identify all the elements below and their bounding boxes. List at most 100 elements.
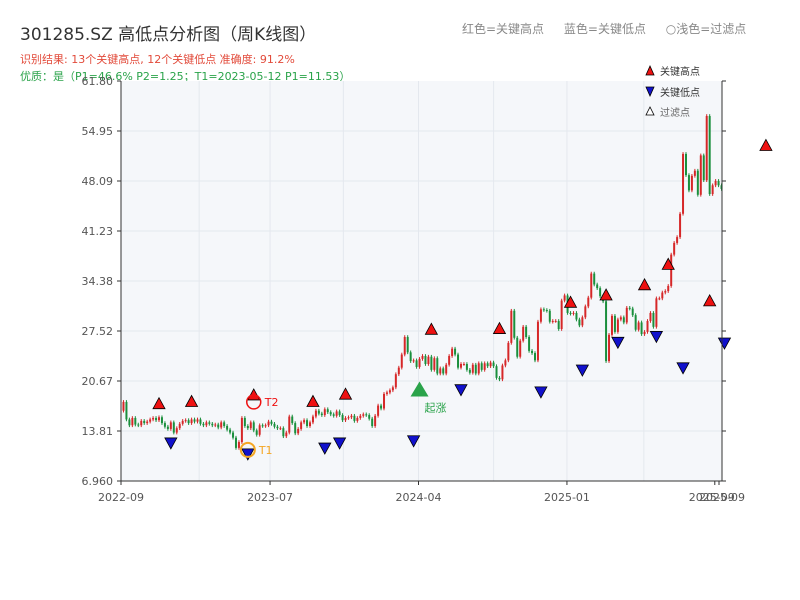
candle-body: [291, 416, 294, 424]
candle-body: [652, 312, 655, 327]
candle-body: [640, 322, 643, 335]
candle-body: [199, 419, 202, 424]
candle-body: [459, 364, 462, 368]
candle-body: [202, 423, 205, 426]
x-tick-label: 2025-09: [689, 491, 735, 504]
candle-body: [702, 155, 705, 181]
x-tick-label: 2023-07: [247, 491, 293, 504]
candle-body: [676, 237, 679, 243]
candle-body: [439, 368, 442, 374]
key-high-marker: [637, 277, 652, 291]
candle-body: [362, 414, 365, 416]
candle-body: [406, 337, 409, 353]
candle-body: [149, 419, 152, 422]
y-tick-label: 6.960: [82, 475, 114, 488]
candle-body: [128, 419, 131, 426]
candle-body: [273, 423, 276, 427]
candle-body: [374, 415, 377, 427]
candle-body: [403, 337, 406, 355]
candle-body: [584, 306, 587, 318]
legend-low-label: 关键低点: [660, 86, 700, 99]
y-tick-label: 20.67: [82, 375, 114, 388]
legend-high-label: 关键高点: [660, 65, 700, 78]
candle-body: [442, 368, 445, 374]
candle-body: [187, 420, 190, 424]
key-high-marker: [152, 396, 166, 410]
candle-body: [528, 337, 531, 351]
grid-lines: [121, 81, 722, 481]
candle-body: [542, 309, 545, 311]
candle-body: [679, 213, 682, 238]
candle-body: [705, 116, 708, 181]
candle-body: [711, 185, 714, 195]
candle-body: [279, 428, 282, 430]
candle-body: [394, 374, 397, 388]
candle-body: [140, 420, 143, 426]
candle-body: [454, 348, 457, 355]
key-low-marker: [717, 337, 732, 350]
candle-body: [326, 409, 329, 413]
candle-body: [335, 411, 338, 416]
candle-body: [699, 155, 702, 195]
candle-body: [418, 358, 421, 367]
candle-body: [397, 367, 400, 375]
candle-body: [596, 284, 599, 289]
candle-body: [661, 292, 664, 299]
top-legend-hollow: ○浅色=过滤点: [665, 22, 747, 36]
candle-body: [385, 392, 388, 394]
candle-body: [240, 417, 243, 443]
candle-body: [616, 319, 619, 332]
candle-body: [371, 418, 374, 427]
candle-body: [563, 295, 566, 301]
candle-body: [300, 422, 303, 429]
candle-body: [631, 308, 634, 316]
candle-body: [220, 422, 223, 428]
candle-body: [158, 417, 161, 421]
candle-body: [229, 429, 232, 433]
candle-body: [430, 356, 433, 370]
x-tick-label: 2022-09: [98, 491, 144, 504]
candles: [122, 114, 723, 450]
candle-body: [507, 342, 510, 361]
candle-body: [622, 317, 625, 323]
candle-body: [536, 321, 539, 361]
candle-body: [448, 355, 451, 365]
candle-body: [477, 363, 480, 374]
candle-body: [282, 428, 285, 437]
key-low-marker: [164, 437, 178, 450]
candle-body: [486, 363, 489, 367]
start-marker: [410, 381, 429, 397]
y-tick-label: 13.81: [82, 425, 114, 438]
candle-body: [205, 422, 208, 426]
candle-body: [575, 312, 578, 320]
candle-body: [237, 442, 240, 448]
candle-body: [714, 180, 717, 186]
candle-body: [545, 310, 548, 312]
t2-label: T2: [264, 396, 279, 409]
candle-body: [184, 420, 187, 422]
candle-body: [311, 416, 314, 423]
candle-body: [510, 310, 513, 343]
t1-circle: [239, 441, 256, 458]
candle-body: [708, 116, 711, 195]
candle-body: [581, 317, 584, 326]
candle-body: [690, 175, 693, 191]
candle-body: [658, 298, 661, 300]
candle-body: [356, 417, 359, 421]
candle-body: [489, 362, 492, 367]
key-low-marker: [332, 437, 347, 450]
candle-body: [131, 417, 134, 426]
candle-body: [569, 312, 572, 314]
key-low-marker: [649, 331, 664, 344]
candle-body: [593, 273, 596, 285]
candle-body: [445, 364, 448, 374]
legend-filtered-label: 过滤点: [660, 106, 690, 119]
candle-body: [637, 322, 640, 330]
candle-body: [308, 422, 311, 427]
candle-body: [276, 426, 279, 429]
candle-body: [468, 369, 471, 373]
candle-body: [578, 319, 581, 326]
key-high-marker: [338, 387, 353, 400]
candle-body: [217, 424, 220, 428]
